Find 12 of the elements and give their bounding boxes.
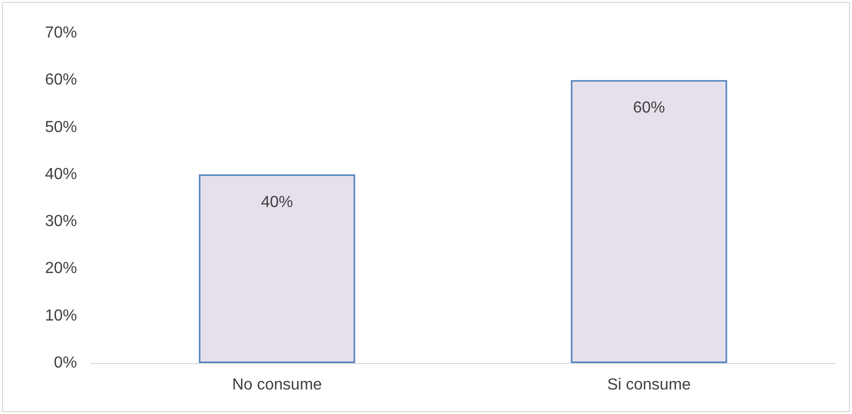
y-tick-label: 20% — [44, 260, 77, 278]
y-tick-label: 70% — [44, 24, 77, 42]
y-tick-label: 0% — [54, 354, 77, 372]
x-tick-label: Si consume — [607, 376, 691, 394]
data-label: 40% — [260, 194, 294, 211]
y-tick-label: 10% — [44, 307, 77, 324]
y-tick-label: 40% — [44, 166, 77, 183]
y-tick-label: 50% — [44, 118, 77, 136]
data-label: 60% — [632, 100, 666, 117]
y-tick-label: 30% — [44, 213, 77, 230]
y-tick-label: 60% — [44, 72, 77, 89]
x-tick-label: No consume — [232, 376, 322, 394]
